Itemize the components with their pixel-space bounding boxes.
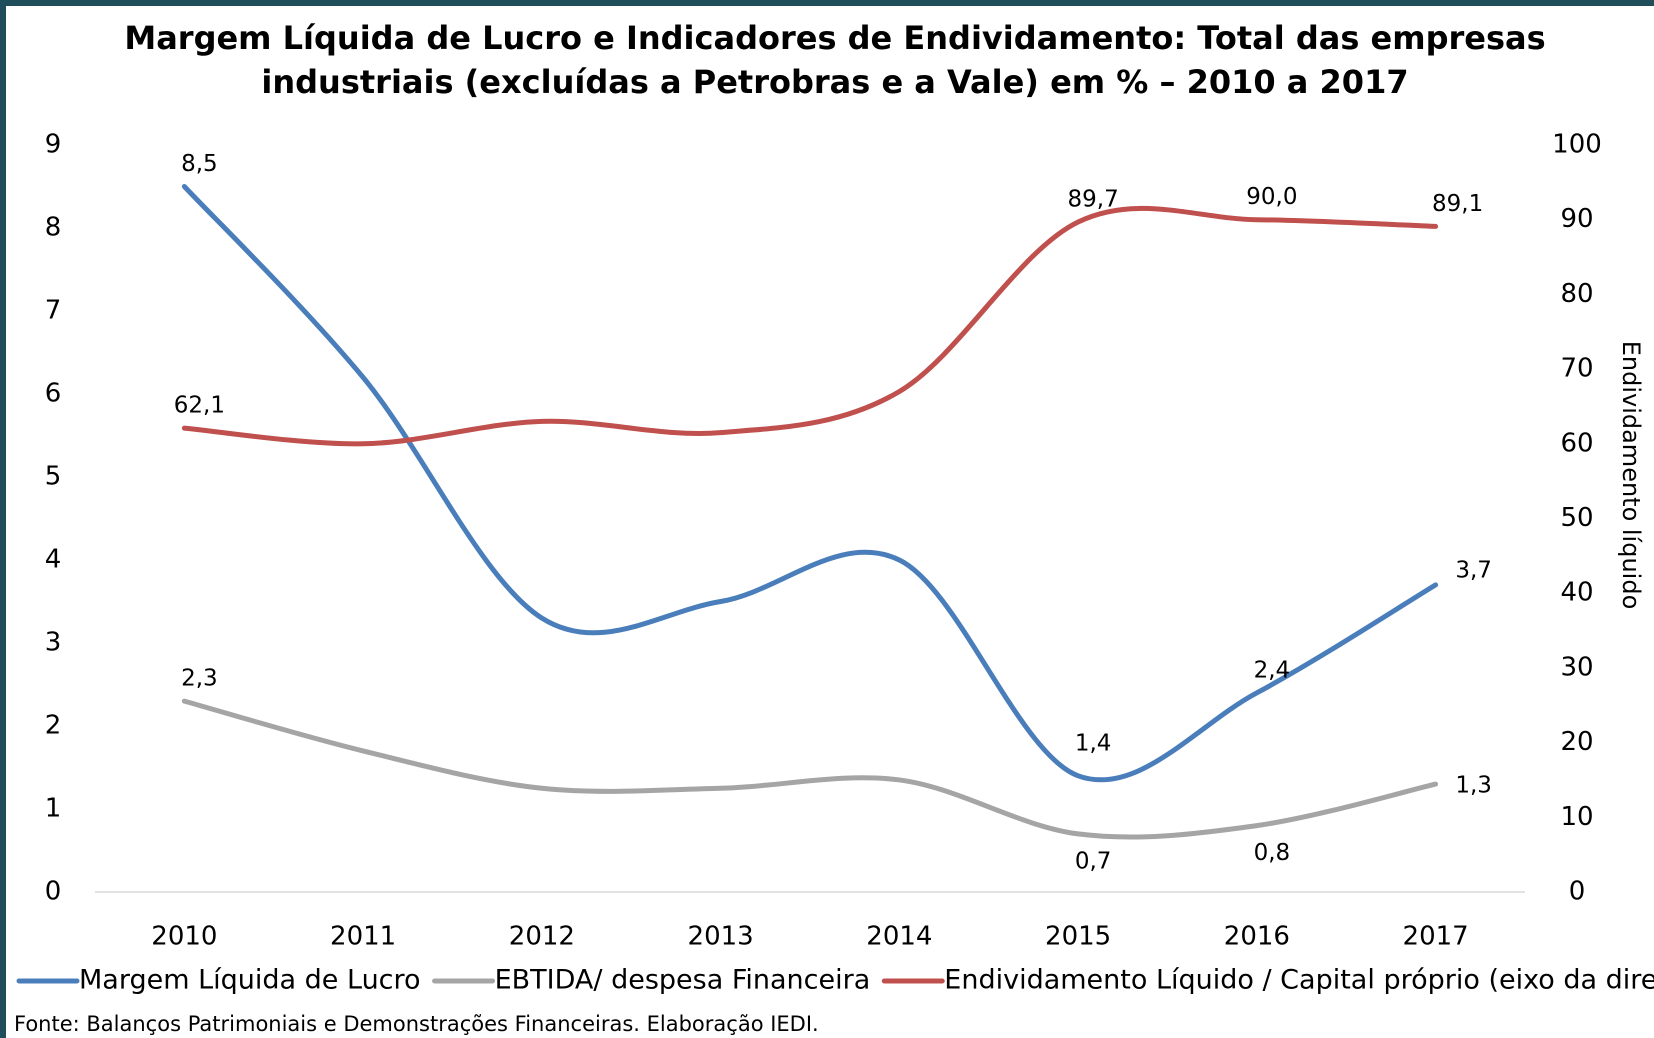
data-label: 1,3 (1455, 773, 1492, 799)
x-tick-label: 2013 (688, 922, 754, 952)
y-tick-label: 5 (45, 462, 62, 492)
line (181, 205, 1439, 447)
y-tick-label: 3 (45, 628, 62, 658)
data-label: 8,5 (181, 151, 218, 177)
y2-tick-label: 30 (1560, 652, 1593, 682)
x-tick-label: 2011 (330, 922, 396, 952)
data-label: 1,4 (1075, 730, 1112, 756)
y2-tick-label: 10 (1560, 802, 1593, 832)
chart-title: Margem Líquida de Lucro e Indicadores de… (124, 19, 1545, 57)
y2-tick-label: 0 (1569, 877, 1586, 907)
data-label: 0,8 (1254, 840, 1291, 866)
data-label: 89,7 (1068, 186, 1119, 212)
x-tick-label: 2012 (509, 922, 575, 952)
chart-title: industriais (excluídas a Petrobras e a V… (261, 63, 1408, 101)
y2-tick-label: 80 (1560, 279, 1593, 309)
y-tick-label: 6 (45, 379, 62, 409)
data-label: 2,3 (181, 666, 218, 692)
x-tick-label: 2014 (866, 922, 932, 952)
x-tick-label: 2017 (1403, 922, 1469, 952)
data-label: 89,1 (1432, 191, 1483, 217)
legend-label: Margem Líquida de Lucro (79, 965, 421, 996)
y-tick-label: 1 (45, 794, 62, 824)
x-tick-label: 2015 (1045, 922, 1111, 952)
y2-tick-label: 90 (1560, 204, 1593, 234)
y-tick-label: 9 (45, 130, 62, 160)
y-tick-label: 8 (45, 213, 62, 243)
legend-label: Endividamento Líquido / Capital próprio … (944, 965, 1654, 996)
y2-tick-label: 70 (1560, 354, 1593, 384)
y2-axis-title: Endividamento líquido (1617, 341, 1645, 610)
y2-tick-label: 40 (1560, 578, 1593, 608)
y-tick-label: 4 (45, 545, 62, 575)
y2-tick-label: 100 (1552, 130, 1602, 160)
line (181, 698, 1439, 840)
data-label: 90,0 (1246, 184, 1297, 210)
data-label: 0,7 (1075, 848, 1112, 874)
x-tick-label: 2010 (151, 922, 217, 952)
y2-tick-label: 50 (1560, 503, 1593, 533)
y2-tick-label: 20 (1560, 727, 1593, 757)
y-tick-label: 2 (45, 711, 62, 741)
y-tick-label: 7 (45, 296, 62, 326)
data-label: 62,1 (174, 393, 225, 419)
legend-label: EBTIDA/ despesa Financeira (495, 965, 871, 996)
y-tick-label: 0 (45, 877, 62, 907)
line (181, 184, 1439, 783)
y2-tick-label: 60 (1560, 428, 1593, 458)
source: Fonte: Balanços Patrimoniais e Demonstra… (14, 1012, 819, 1036)
data-label: 3,7 (1455, 557, 1492, 583)
data-label: 2,4 (1254, 657, 1291, 683)
x-tick-label: 2016 (1224, 922, 1290, 952)
panel (6, 6, 1654, 1038)
